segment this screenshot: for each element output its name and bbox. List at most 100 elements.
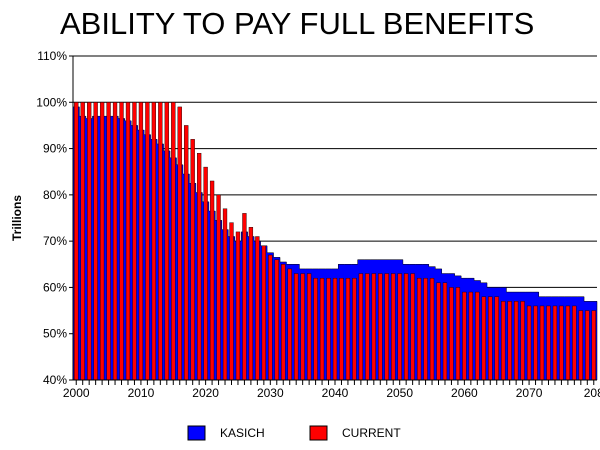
current-bar xyxy=(248,227,254,381)
current-bar xyxy=(578,310,583,381)
current-bar xyxy=(533,305,538,381)
current-bar xyxy=(216,194,221,381)
current-bar xyxy=(546,305,551,381)
current-bar xyxy=(526,305,532,381)
current-bar xyxy=(429,277,435,381)
current-bar xyxy=(281,264,286,381)
current-bar xyxy=(158,102,163,381)
current-bar xyxy=(274,259,279,381)
x-tick-label: 2010 xyxy=(128,386,155,400)
current-bar xyxy=(488,296,493,381)
current-bar xyxy=(449,287,454,381)
current-bar xyxy=(132,102,137,381)
current-bar xyxy=(378,273,383,381)
y-tick-labels: 40% 50% 60% 70% 80% 90% 100% 110% xyxy=(36,49,67,387)
x-tick-labels: 2000 2010 2020 2030 2040 2050 2060 2070 208 xyxy=(63,386,600,400)
y-tick-label: 90% xyxy=(43,142,67,156)
current-bar xyxy=(261,245,266,381)
current-bar xyxy=(268,254,273,381)
current-bar xyxy=(501,301,506,381)
y-tick-label: 70% xyxy=(43,234,67,248)
current-bar xyxy=(125,102,131,381)
current-bar xyxy=(145,102,150,381)
current-bar xyxy=(442,282,448,381)
current-bar xyxy=(229,222,234,381)
current-bar xyxy=(384,273,389,381)
current-bar xyxy=(106,102,111,381)
legend-swatch-current xyxy=(309,425,328,441)
x-tick-label: 2070 xyxy=(516,386,543,400)
current-bar xyxy=(410,273,415,381)
current-bar xyxy=(345,277,351,381)
current-bar xyxy=(481,296,486,381)
current-bar xyxy=(397,273,402,381)
current-bar xyxy=(190,139,195,381)
y-tick-label: 40% xyxy=(43,373,67,387)
current-bar xyxy=(326,277,331,381)
x-tick-label: 208 xyxy=(584,386,600,400)
x-tick-label: 2030 xyxy=(257,386,284,400)
y-tick-label: 100% xyxy=(36,95,67,109)
current-bar xyxy=(171,102,176,381)
current-bar xyxy=(494,296,499,381)
current-bar xyxy=(585,310,590,381)
y-tick-label: 50% xyxy=(43,327,67,341)
current-bar xyxy=(99,102,105,381)
current-bar xyxy=(222,208,228,381)
current-bar xyxy=(475,291,480,381)
current-bar xyxy=(93,102,98,381)
x-tick-label: 2000 xyxy=(63,386,90,400)
current-bar xyxy=(138,102,144,381)
current-bar xyxy=(423,277,428,381)
current-bar xyxy=(416,277,422,381)
y-tick-label: 80% xyxy=(43,188,67,202)
current-bar xyxy=(339,277,344,381)
current-bar xyxy=(209,180,215,381)
current-bar xyxy=(203,166,208,381)
current-bar xyxy=(468,291,473,381)
axes xyxy=(69,55,597,385)
y-tick-label: 110% xyxy=(37,49,67,63)
current-bar xyxy=(184,125,189,381)
current-bar xyxy=(294,273,299,381)
current-bar xyxy=(513,301,519,381)
current-bar xyxy=(112,102,118,381)
current-bar xyxy=(520,301,525,381)
current-bar xyxy=(552,305,558,381)
current-bar xyxy=(332,277,338,381)
current-bar xyxy=(164,102,169,381)
y-axis-label: Trillions xyxy=(10,195,24,241)
current-bar xyxy=(177,106,182,381)
current-bar xyxy=(436,282,441,381)
current-bar xyxy=(242,213,247,381)
current-bar xyxy=(559,305,564,381)
y-tick-label: 60% xyxy=(43,280,67,294)
current-series xyxy=(74,102,596,381)
current-bar xyxy=(365,273,370,381)
current-bar xyxy=(87,102,92,381)
current-bar xyxy=(462,291,467,381)
current-bar xyxy=(197,152,202,381)
legend-swatch-kasich xyxy=(187,425,206,441)
current-bar xyxy=(352,277,357,381)
current-bar xyxy=(151,102,157,381)
current-bar xyxy=(591,310,596,381)
legend: KASICH CURRENT xyxy=(187,425,401,441)
current-bar xyxy=(287,268,292,381)
current-bar xyxy=(119,102,124,381)
x-tick-label: 2060 xyxy=(451,386,478,400)
current-bar xyxy=(80,102,85,381)
x-tick-label: 2050 xyxy=(386,386,413,400)
current-bar xyxy=(371,273,376,381)
current-bar xyxy=(565,305,571,381)
current-bar xyxy=(306,273,312,381)
current-bar xyxy=(572,305,577,381)
current-bar xyxy=(539,305,545,381)
current-bar xyxy=(455,287,461,381)
current-bar xyxy=(391,273,396,381)
current-bar xyxy=(313,277,318,381)
current-bar xyxy=(319,277,325,381)
chart-title: ABILITY TO PAY FULL BENEFITS xyxy=(60,6,535,41)
current-bar xyxy=(404,273,409,381)
